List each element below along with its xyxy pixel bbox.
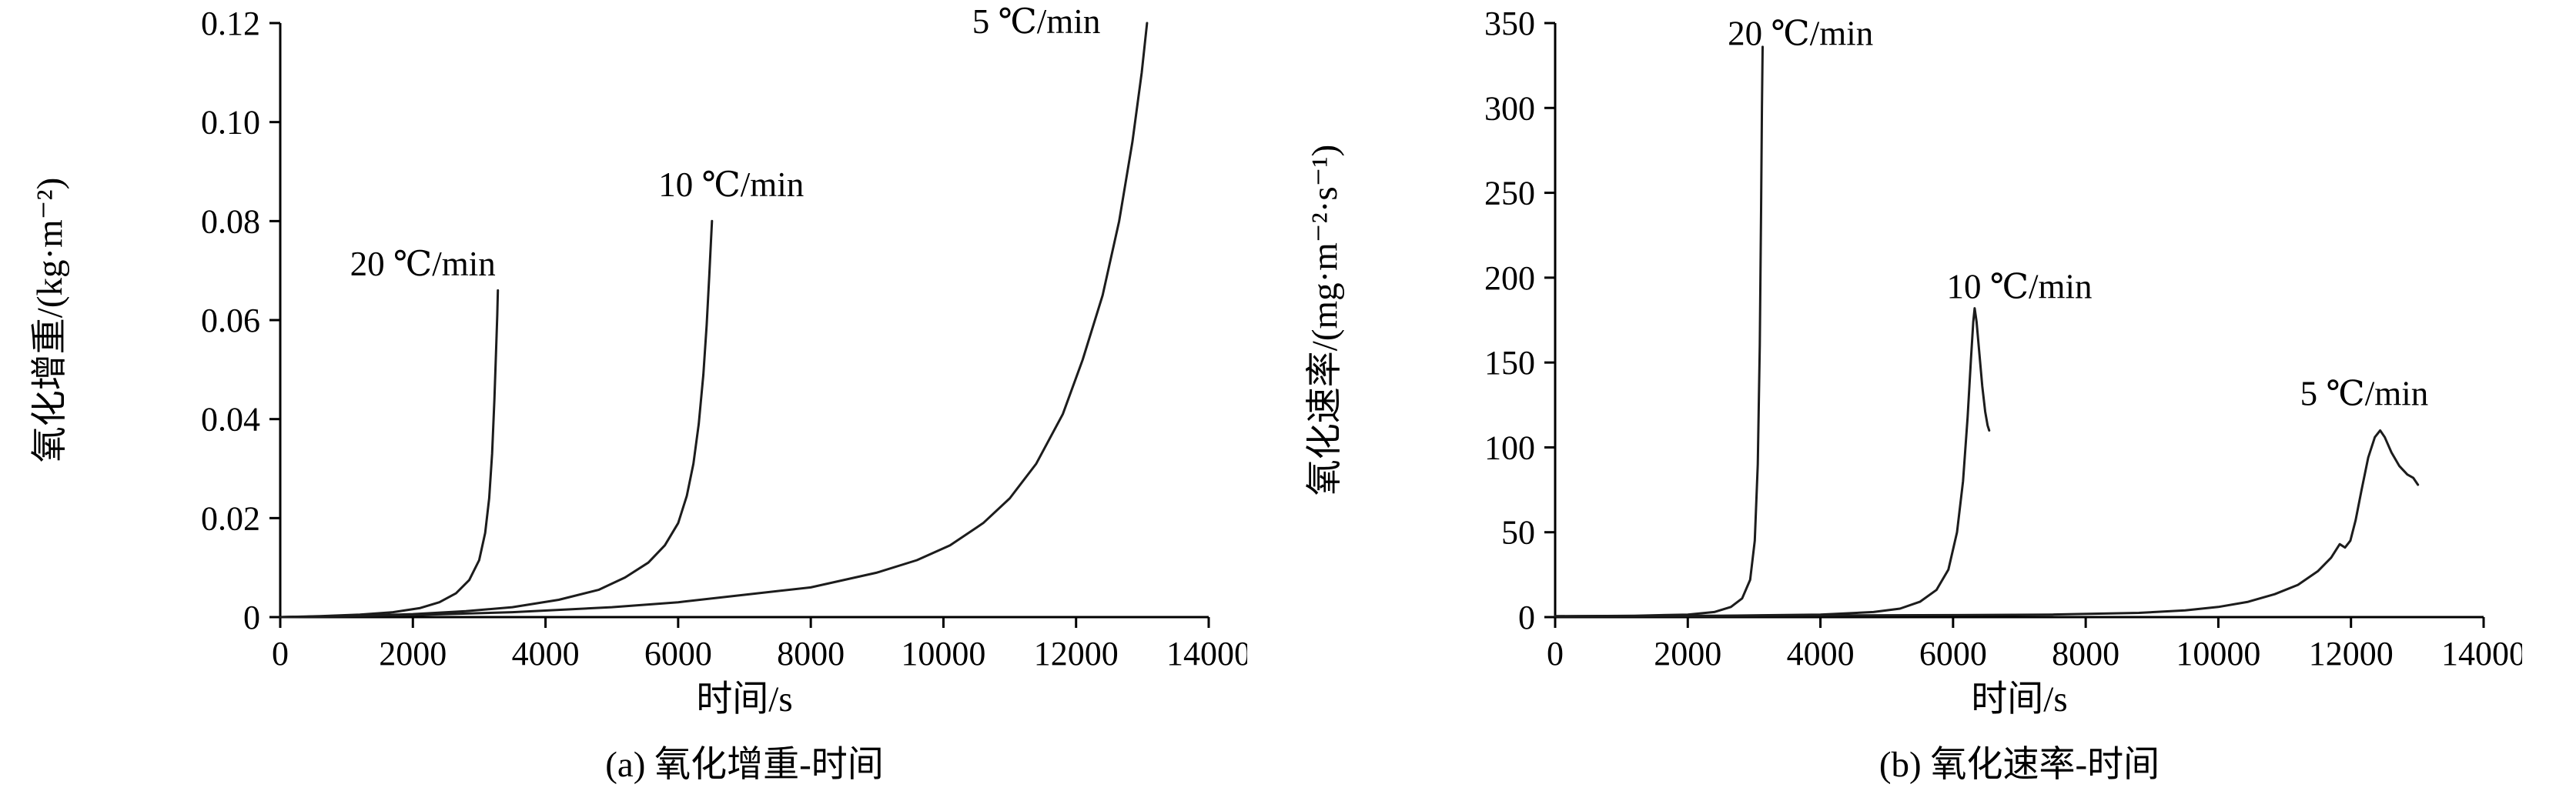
y-tick-label: 0.10	[201, 104, 260, 142]
oxidation-rate-chart: 0 2000 4000 6000 8000 10000 12000 14000 0 50 100 15…	[1305, 5, 2522, 719]
x-tick-label: 12000	[1034, 635, 1119, 673]
x-tick-label: 6000	[644, 635, 712, 673]
caption-b: (b) 氧化速率-时间	[1878, 745, 2160, 785]
x-tick-label: 10000	[2176, 635, 2260, 673]
x-tick-label: 2000	[379, 635, 447, 673]
series-annotation-label: 20 ℃/min	[1728, 15, 1873, 53]
y-tick-label: 0.06	[201, 302, 260, 339]
series-line-20min	[279, 289, 500, 619]
series-line-10min	[279, 219, 714, 619]
y-tick-label: 350	[1484, 5, 1535, 42]
y-tick-label: 250	[1484, 175, 1535, 212]
x-tick-label: 2000	[1654, 635, 1721, 673]
series-annotation-label: 20 ℃/min	[350, 245, 496, 283]
x-axis-label: 时间/s	[1971, 679, 2067, 719]
y-tick-label: 50	[1501, 514, 1535, 552]
y-axis-label: 氧化速率/(mg·m⁻²·s⁻¹)	[1305, 145, 1345, 496]
x-tick-label: 8000	[777, 635, 845, 673]
series-annotation-label: 5 ℃/min	[2300, 374, 2429, 412]
x-tick-label: 4000	[512, 635, 580, 673]
series-annotation-label: 10 ℃/min	[658, 165, 804, 204]
series-line-10min	[1554, 307, 1991, 618]
chart-panel-b: 0 2000 4000 6000 8000 10000 12000 14000 0 50 100 15…	[1275, 2, 2522, 787]
y-tick-label: 0.08	[201, 202, 260, 240]
y-tick-label: 100	[1484, 429, 1535, 466]
y-tick-label: 0.02	[201, 499, 260, 537]
series-line-5min	[1554, 429, 2420, 618]
y-tick-label: 0	[243, 599, 260, 636]
y-tick-label: 300	[1484, 89, 1535, 127]
y-axis-label: 氧化增重/(kg·m⁻²)	[30, 178, 70, 462]
x-tick-label: 6000	[1919, 635, 1987, 673]
oxidation-weight-gain-chart: 0 2000 4000 6000 8000 10000 12000 14000 0 0.02 0.0…	[30, 2, 1247, 719]
axis-spines	[1554, 23, 2484, 619]
caption-a: (a) 氧化增重-时间	[605, 745, 884, 785]
y-tick-label: 0.12	[201, 5, 260, 42]
x-axis-label: 时间/s	[696, 679, 792, 719]
x-tick-label: 0	[1547, 635, 1564, 673]
x-tick-label: 14000	[1166, 635, 1247, 673]
chart-panel-a: 0 2000 4000 6000 8000 10000 12000 14000 0 0.02 0.0…	[0, 2, 1247, 787]
x-tick-label: 0	[272, 635, 289, 673]
axis-spines	[279, 23, 1209, 619]
x-tick-label: 10000	[901, 635, 985, 673]
y-tick-label: 200	[1484, 259, 1535, 297]
series-annotation-label: 5 ℃/min	[972, 2, 1101, 41]
series-annotation-label: 10 ℃/min	[1946, 267, 2092, 305]
x-tick-label: 14000	[2441, 635, 2522, 673]
y-tick-label: 150	[1484, 344, 1535, 382]
series-line-20min	[1554, 45, 1764, 618]
x-tick-label: 12000	[2309, 635, 2394, 673]
y-tick-label: 0	[1518, 599, 1535, 636]
x-tick-label: 8000	[2052, 635, 2119, 673]
series-line-5min	[279, 22, 1149, 619]
x-tick-label: 4000	[1787, 635, 1855, 673]
y-tick-label: 0.04	[201, 401, 260, 439]
